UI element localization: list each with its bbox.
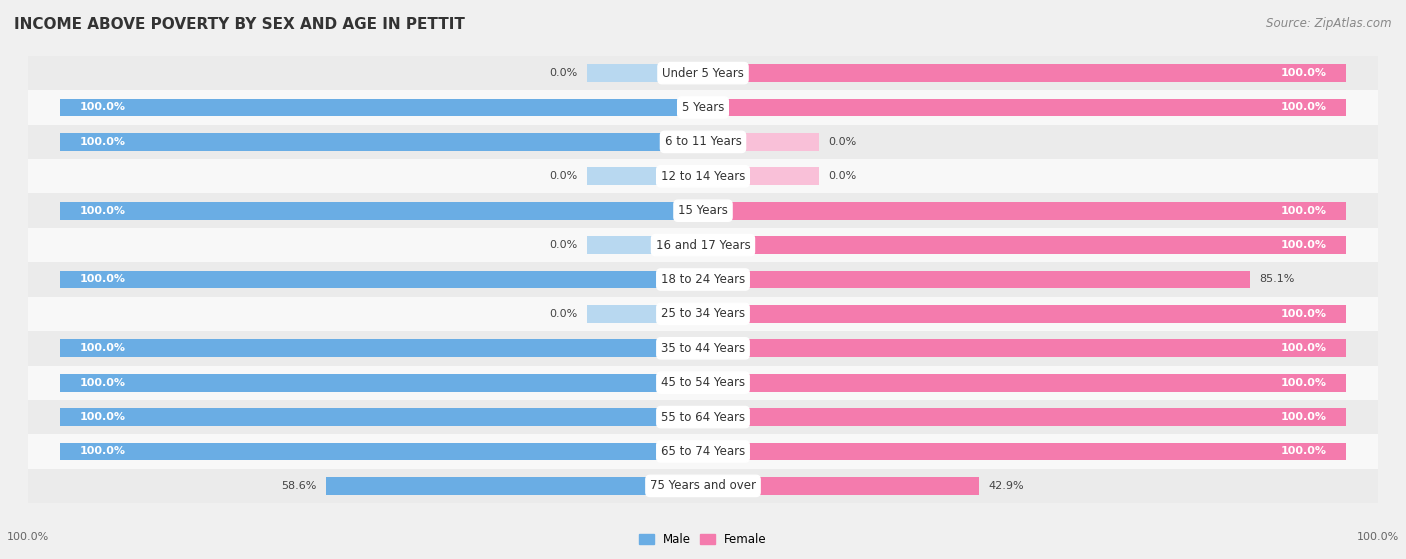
Text: 100.0%: 100.0% xyxy=(1281,206,1326,216)
Text: 100.0%: 100.0% xyxy=(1281,102,1326,112)
Bar xyxy=(60,374,703,392)
Text: 0.0%: 0.0% xyxy=(828,137,856,147)
Bar xyxy=(60,271,703,288)
Text: Under 5 Years: Under 5 Years xyxy=(662,67,744,79)
Text: 100.0%: 100.0% xyxy=(1281,343,1326,353)
Legend: Male, Female: Male, Female xyxy=(640,533,766,546)
Bar xyxy=(28,366,1378,400)
Text: 16 and 17 Years: 16 and 17 Years xyxy=(655,239,751,252)
Bar xyxy=(28,56,1378,91)
Text: 0.0%: 0.0% xyxy=(550,309,578,319)
Bar xyxy=(703,305,1346,323)
Text: 12 to 14 Years: 12 to 14 Years xyxy=(661,170,745,183)
Bar xyxy=(588,64,703,82)
Bar xyxy=(588,167,703,185)
Text: 45 to 54 Years: 45 to 54 Years xyxy=(661,376,745,389)
Text: 25 to 34 Years: 25 to 34 Years xyxy=(661,307,745,320)
Bar xyxy=(60,339,703,357)
Text: 35 to 44 Years: 35 to 44 Years xyxy=(661,342,745,355)
Text: 75 Years and over: 75 Years and over xyxy=(650,480,756,492)
Text: 100.0%: 100.0% xyxy=(1357,532,1399,542)
Text: 100.0%: 100.0% xyxy=(80,447,125,457)
Bar xyxy=(60,443,703,461)
Bar xyxy=(28,400,1378,434)
Bar xyxy=(703,477,979,495)
Bar xyxy=(28,228,1378,262)
Text: 65 to 74 Years: 65 to 74 Years xyxy=(661,445,745,458)
Text: 100.0%: 100.0% xyxy=(1281,309,1326,319)
Bar xyxy=(28,91,1378,125)
Text: 55 to 64 Years: 55 to 64 Years xyxy=(661,411,745,424)
Bar xyxy=(28,468,1378,503)
Text: 100.0%: 100.0% xyxy=(1281,68,1326,78)
Bar xyxy=(60,98,703,116)
Bar xyxy=(703,64,1346,82)
Text: 0.0%: 0.0% xyxy=(828,171,856,181)
Text: 100.0%: 100.0% xyxy=(80,137,125,147)
Bar xyxy=(703,133,818,151)
Bar xyxy=(588,236,703,254)
Bar xyxy=(28,262,1378,297)
Bar xyxy=(703,271,1250,288)
Text: 100.0%: 100.0% xyxy=(80,378,125,388)
Text: 0.0%: 0.0% xyxy=(550,240,578,250)
Text: 6 to 11 Years: 6 to 11 Years xyxy=(665,135,741,148)
Bar xyxy=(28,125,1378,159)
Bar xyxy=(703,443,1346,461)
Bar xyxy=(326,477,703,495)
Bar xyxy=(28,297,1378,331)
Bar xyxy=(703,98,1346,116)
Bar xyxy=(703,374,1346,392)
Bar xyxy=(703,339,1346,357)
Bar xyxy=(588,305,703,323)
Text: 100.0%: 100.0% xyxy=(1281,240,1326,250)
Text: 100.0%: 100.0% xyxy=(1281,447,1326,457)
Text: 100.0%: 100.0% xyxy=(80,206,125,216)
Bar xyxy=(60,202,703,220)
Text: 100.0%: 100.0% xyxy=(80,412,125,422)
Text: 100.0%: 100.0% xyxy=(7,532,49,542)
Bar xyxy=(60,408,703,426)
Bar xyxy=(703,167,818,185)
Bar xyxy=(28,434,1378,468)
Bar xyxy=(28,193,1378,228)
Bar xyxy=(703,408,1346,426)
Bar xyxy=(703,236,1346,254)
Bar xyxy=(28,159,1378,193)
Text: 0.0%: 0.0% xyxy=(550,171,578,181)
Text: 100.0%: 100.0% xyxy=(80,343,125,353)
Text: Source: ZipAtlas.com: Source: ZipAtlas.com xyxy=(1267,17,1392,30)
Text: 100.0%: 100.0% xyxy=(1281,378,1326,388)
Text: 100.0%: 100.0% xyxy=(80,274,125,285)
Text: 100.0%: 100.0% xyxy=(80,102,125,112)
Text: 18 to 24 Years: 18 to 24 Years xyxy=(661,273,745,286)
Text: 5 Years: 5 Years xyxy=(682,101,724,114)
Bar xyxy=(60,133,703,151)
Text: 42.9%: 42.9% xyxy=(988,481,1024,491)
Text: 85.1%: 85.1% xyxy=(1260,274,1295,285)
Text: 15 Years: 15 Years xyxy=(678,204,728,217)
Text: INCOME ABOVE POVERTY BY SEX AND AGE IN PETTIT: INCOME ABOVE POVERTY BY SEX AND AGE IN P… xyxy=(14,17,465,32)
Text: 0.0%: 0.0% xyxy=(550,68,578,78)
Text: 100.0%: 100.0% xyxy=(1281,412,1326,422)
Text: 58.6%: 58.6% xyxy=(281,481,316,491)
Bar xyxy=(28,331,1378,366)
Bar xyxy=(703,202,1346,220)
